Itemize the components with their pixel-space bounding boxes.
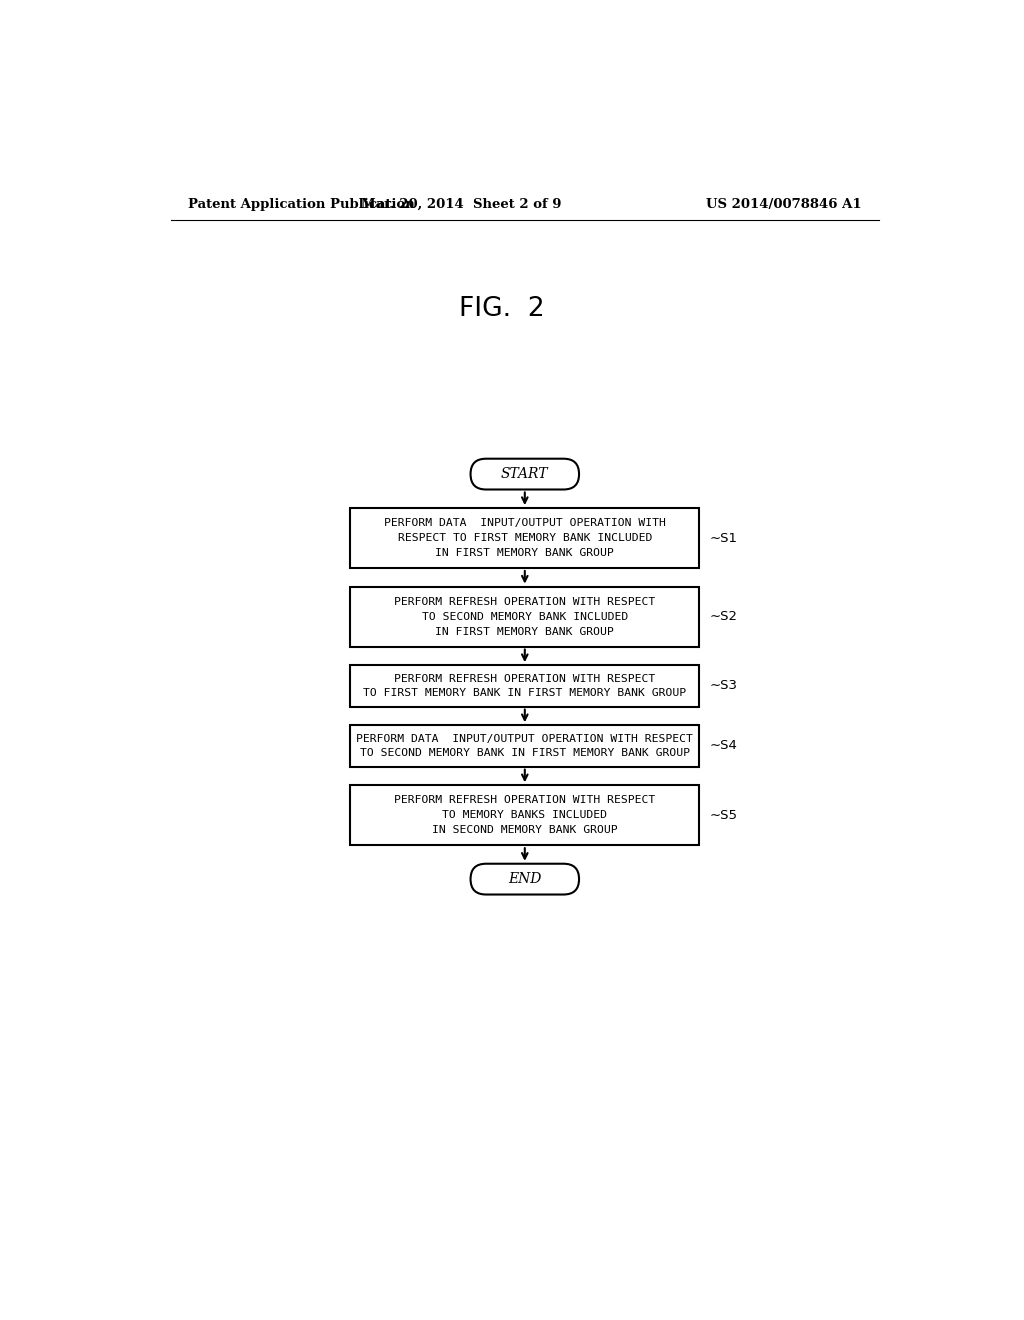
Text: ∼S5: ∼S5 [710,809,738,822]
Text: IN SECOND MEMORY BANK GROUP: IN SECOND MEMORY BANK GROUP [432,825,617,836]
Text: PERFORM REFRESH OPERATION WITH RESPECT: PERFORM REFRESH OPERATION WITH RESPECT [394,795,655,805]
Text: IN FIRST MEMORY BANK GROUP: IN FIRST MEMORY BANK GROUP [435,548,614,558]
Text: US 2014/0078846 A1: US 2014/0078846 A1 [706,198,861,211]
Text: END: END [508,873,542,886]
Text: ∼S4: ∼S4 [710,739,738,752]
Text: START: START [501,467,549,480]
Text: RESPECT TO FIRST MEMORY BANK INCLUDED: RESPECT TO FIRST MEMORY BANK INCLUDED [397,533,652,543]
Text: Mar. 20, 2014  Sheet 2 of 9: Mar. 20, 2014 Sheet 2 of 9 [361,198,561,211]
Text: PERFORM REFRESH OPERATION WITH RESPECT: PERFORM REFRESH OPERATION WITH RESPECT [394,675,655,684]
Text: IN FIRST MEMORY BANK GROUP: IN FIRST MEMORY BANK GROUP [435,627,614,636]
FancyBboxPatch shape [471,863,579,895]
Text: TO SECOND MEMORY BANK IN FIRST MEMORY BANK GROUP: TO SECOND MEMORY BANK IN FIRST MEMORY BA… [359,748,690,758]
Text: PERFORM DATA  INPUT/OUTPUT OPERATION WITH: PERFORM DATA INPUT/OUTPUT OPERATION WITH [384,517,666,528]
Bar [350,665,699,706]
Text: TO MEMORY BANKS INCLUDED: TO MEMORY BANKS INCLUDED [442,810,607,820]
Bar [350,725,699,767]
Text: PERFORM DATA  INPUT/OUTPUT OPERATION WITH RESPECT: PERFORM DATA INPUT/OUTPUT OPERATION WITH… [356,734,693,744]
Text: ∼S3: ∼S3 [710,680,738,693]
Text: ∼S1: ∼S1 [710,532,738,545]
Text: Patent Application Publication: Patent Application Publication [188,198,415,211]
Text: TO SECOND MEMORY BANK INCLUDED: TO SECOND MEMORY BANK INCLUDED [422,611,628,622]
Bar [350,508,699,568]
FancyBboxPatch shape [471,459,579,490]
Text: ∼S2: ∼S2 [710,610,738,623]
Text: TO FIRST MEMORY BANK IN FIRST MEMORY BANK GROUP: TO FIRST MEMORY BANK IN FIRST MEMORY BAN… [364,688,686,698]
Text: PERFORM REFRESH OPERATION WITH RESPECT: PERFORM REFRESH OPERATION WITH RESPECT [394,597,655,606]
Text: FIG.  2: FIG. 2 [459,296,545,322]
Bar [350,785,699,845]
Bar [350,586,699,647]
